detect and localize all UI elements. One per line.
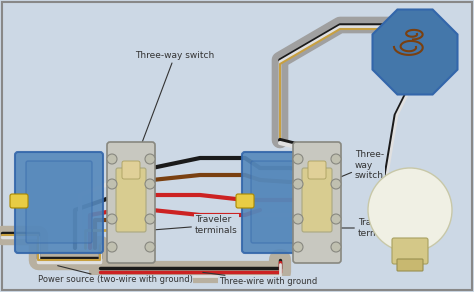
FancyBboxPatch shape [293,142,341,263]
Circle shape [107,242,117,252]
FancyBboxPatch shape [116,168,146,232]
FancyBboxPatch shape [251,161,303,243]
FancyBboxPatch shape [397,259,423,271]
Text: Three-
way
switch: Three- way switch [340,150,384,180]
Circle shape [293,179,303,189]
FancyBboxPatch shape [10,194,28,208]
Circle shape [331,214,341,224]
FancyBboxPatch shape [15,152,103,253]
FancyBboxPatch shape [236,194,254,208]
Circle shape [293,242,303,252]
FancyBboxPatch shape [242,152,313,253]
Circle shape [331,154,341,164]
FancyBboxPatch shape [308,161,326,179]
Circle shape [331,179,341,189]
Text: Power source (two-wire with ground): Power source (two-wire with ground) [37,266,192,284]
Circle shape [145,154,155,164]
Circle shape [293,214,303,224]
Circle shape [145,179,155,189]
FancyBboxPatch shape [122,161,140,179]
Circle shape [107,214,117,224]
Circle shape [107,154,117,164]
Circle shape [145,214,155,224]
Circle shape [368,168,452,252]
Text: Traveler
terminals: Traveler terminals [341,218,401,238]
Circle shape [107,179,117,189]
FancyBboxPatch shape [302,168,332,232]
FancyBboxPatch shape [107,142,155,263]
Text: Three-wire with ground: Three-wire with ground [203,272,317,286]
FancyBboxPatch shape [392,238,428,264]
Circle shape [145,242,155,252]
FancyBboxPatch shape [26,161,92,243]
Circle shape [331,242,341,252]
Text: Traveler
terminals: Traveler terminals [155,215,238,235]
Text: Three-way switch: Three-way switch [136,51,215,145]
Polygon shape [373,10,457,95]
Circle shape [293,154,303,164]
